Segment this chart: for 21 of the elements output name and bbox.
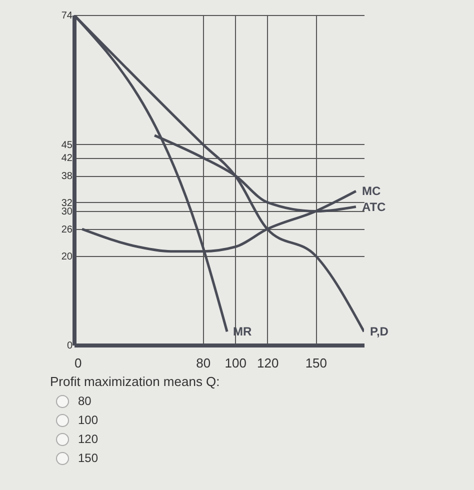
text: 80 xyxy=(78,394,92,408)
y-tick-label: 0 xyxy=(66,340,73,352)
y-tick-label: 74 xyxy=(61,10,73,22)
series-label: MC xyxy=(362,184,381,198)
x-tick-label: 150 xyxy=(305,356,328,370)
y-tick-label: 45 xyxy=(61,140,73,151)
y-tick-label: 42 xyxy=(61,153,73,164)
y-tick-label: 32 xyxy=(61,198,73,209)
x-tick-label: 80 xyxy=(196,356,211,370)
series-label: P,D xyxy=(370,324,389,339)
y-tick-label: 30 xyxy=(61,206,73,218)
x-tick-label: 100 xyxy=(224,356,246,370)
series-label: ATC xyxy=(362,200,386,214)
y-tick-label: 38 xyxy=(61,171,73,182)
y-tick-label: 20 xyxy=(61,251,73,262)
text: Profit maximization means Q: xyxy=(50,374,221,389)
text: 150 xyxy=(78,451,98,465)
x-tick-label: 120 xyxy=(256,356,279,370)
text: 100 xyxy=(78,413,98,427)
text: 120 xyxy=(78,432,98,446)
y-tick-label: 26 xyxy=(61,224,73,236)
